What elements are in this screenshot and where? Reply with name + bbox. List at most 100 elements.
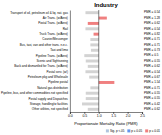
bar bbox=[88, 22, 99, 25]
tick: Pipeline, bus, and other commodities not… bbox=[1, 91, 68, 95]
tick: Courier/Messenger bbox=[42, 37, 68, 41]
data-label: PMR = 0.55 bbox=[144, 96, 160, 100]
legend-label: p ≤ 0.01 bbox=[149, 129, 160, 133]
bar bbox=[90, 86, 98, 89]
category-label: Storage, handling/w facilities bbox=[30, 102, 69, 106]
plot-area: 0.0 0.5 1.0 1.5 2.0 2.5 Transport of oil, petr… bbox=[1, 10, 160, 118]
data-label: PMR = 0.73 bbox=[144, 48, 160, 52]
category-label: Pipeline postal bbox=[48, 80, 68, 84]
bar bbox=[82, 102, 99, 105]
category-label: Truck Trans. (w/Aero) bbox=[39, 32, 68, 36]
axis-line bbox=[70, 11, 71, 113]
bar bbox=[85, 70, 98, 73]
category-label: Taxi and limo bbox=[50, 48, 68, 52]
data-labels: PMR = 0.54PMR = 1.28PMR = 0.62PMR = 0.54… bbox=[144, 10, 160, 111]
axis-line bbox=[70, 113, 142, 115]
category-label: Natural gas distribution bbox=[37, 86, 68, 90]
data-label: PMR = 0.71 bbox=[144, 37, 160, 41]
data-label: PMR = 0.71 bbox=[144, 43, 160, 47]
legend-item: p ≤ 0.05 bbox=[127, 129, 142, 133]
x-axis-title: Proportionate Mortality Ratio (PMR) bbox=[74, 121, 138, 126]
category-label: Bus, taxi, van and other trans. n.e.c. bbox=[20, 43, 68, 47]
category-label: Postal supply and Dispatches bbox=[29, 97, 69, 101]
tick: 0.5 bbox=[82, 112, 87, 118]
tick: Petroleum pkg and Wholesale bbox=[28, 75, 68, 79]
data-label: PMR = 0.55 bbox=[144, 91, 160, 95]
data-label: PMR = 0.5 bbox=[144, 53, 159, 57]
legend-swatch bbox=[127, 129, 130, 132]
tick: Postal serv. (w/) bbox=[47, 70, 68, 74]
category-label: Pipeline Trans. (w/Aero) bbox=[36, 54, 68, 58]
x-axis: 0.0 0.5 1.0 1.5 2.0 2.5 bbox=[68, 112, 145, 118]
chart: 0.0 0.5 1.0 1.5 2.0 2.5 Transport of oil, petr… bbox=[0, 0, 162, 135]
data-label: PMR = 0.62 bbox=[144, 21, 160, 25]
legend-swatch bbox=[106, 129, 109, 132]
category-label: Rail bbox=[63, 27, 69, 31]
tick: 1.0 bbox=[97, 112, 102, 118]
tick: 2.5 bbox=[140, 112, 145, 118]
data-label: PMR = 0.42 bbox=[144, 102, 160, 106]
tick: Transport of oil, petroleum oil & liq. n… bbox=[10, 11, 68, 15]
category-label: Scenic and Sightseeing bbox=[37, 59, 69, 63]
tick: 1.5 bbox=[111, 112, 116, 118]
data-label: PMR = 0.54 bbox=[144, 27, 160, 31]
data-label: PMR = 0.54 bbox=[144, 70, 160, 74]
tick: Scenic and Sightseeing bbox=[37, 59, 69, 63]
legend-label: p ≤ 0.05 bbox=[131, 129, 142, 133]
category-label: Transport of oil, petroleum oil & liq. n… bbox=[10, 11, 68, 15]
bar bbox=[88, 65, 99, 68]
data-label: PMR = 1.54 bbox=[144, 80, 160, 84]
category-label: Other utilities, not specified bbox=[32, 107, 68, 111]
bar bbox=[90, 38, 98, 41]
tick-label: 0.0 bbox=[68, 114, 73, 118]
bar bbox=[94, 33, 99, 36]
legend-swatch bbox=[145, 129, 148, 132]
legend-label: Sig. p <.05 bbox=[110, 129, 125, 133]
tick-label: 2.5 bbox=[140, 114, 145, 118]
bar bbox=[90, 43, 98, 46]
tick: Natural gas distribution bbox=[37, 86, 68, 90]
tick: Postal Trans. (w/Aero) bbox=[38, 21, 68, 25]
bar bbox=[86, 97, 99, 100]
data-label: PMR = 0.55 bbox=[144, 59, 160, 63]
tick: Other utilities, not specified bbox=[32, 107, 68, 111]
tick-label: 0.5 bbox=[82, 114, 87, 118]
tick: Bus, taxi, van and other trans. n.e.c. bbox=[20, 43, 68, 47]
reference-line bbox=[98, 10, 99, 112]
data-label: PMR = 0.54 bbox=[144, 10, 160, 14]
data-label: PMR = 0.82 bbox=[144, 32, 160, 36]
category-label: Courier/Messenger bbox=[42, 37, 68, 41]
bar bbox=[89, 76, 99, 79]
tick-label: 2.0 bbox=[126, 114, 131, 118]
tick: Storage, handling/w facilities bbox=[30, 102, 69, 106]
bars bbox=[82, 10, 114, 112]
tick: Truck Trans. (w/Aero) bbox=[39, 32, 68, 36]
legend-item: p ≤ 0.01 bbox=[145, 129, 160, 133]
tick: Taxi and limo bbox=[50, 48, 68, 52]
tick: Pipeline Trans. (w/Aero) bbox=[36, 54, 68, 58]
category-label: Postal serv. (w/) bbox=[47, 70, 68, 74]
bar bbox=[85, 27, 98, 30]
data-label: PMR = 1.28 bbox=[144, 16, 160, 20]
category-label: Back and dismantled for Trans. (w/Aero) bbox=[14, 64, 68, 68]
tick: 2.0 bbox=[126, 112, 131, 118]
data-label: PMR = 0.62 bbox=[144, 107, 160, 111]
tick: Back and dismantled for Trans. (w/Aero) bbox=[14, 64, 68, 68]
bar bbox=[99, 81, 115, 84]
bar bbox=[86, 60, 99, 63]
tick: Rail bbox=[63, 27, 69, 31]
bar bbox=[85, 11, 98, 14]
tick: Pipeline postal bbox=[48, 80, 68, 84]
data-label: PMR = 0.62 bbox=[144, 64, 160, 68]
category-label: Air Trans. (w/Aero) bbox=[43, 16, 68, 20]
category-label: Petroleum pkg and Wholesale bbox=[28, 75, 68, 79]
tick-label: 1.0 bbox=[97, 114, 102, 118]
tick: Air Trans. (w/Aero) bbox=[43, 16, 68, 20]
legend-item: Sig. p <.05 bbox=[106, 129, 125, 133]
bar bbox=[86, 92, 99, 95]
tick: Postal supply and Dispatches bbox=[29, 97, 69, 101]
bar bbox=[99, 17, 107, 20]
bar bbox=[91, 49, 99, 52]
tick-label: 1.5 bbox=[111, 114, 116, 118]
title: Industry bbox=[94, 2, 118, 8]
